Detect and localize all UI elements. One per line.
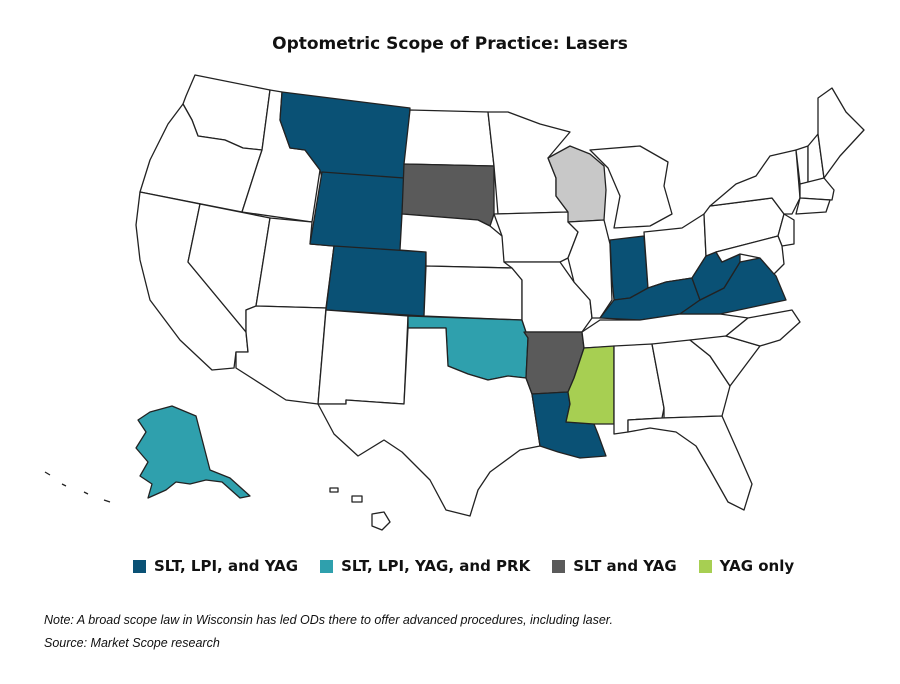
legend-item-slt-lpi-yag: SLT, LPI, and YAG	[133, 557, 298, 575]
legend-item-slt-lpi-yag-prk: SLT, LPI, YAG, and PRK	[320, 557, 530, 575]
legend-swatch	[698, 559, 712, 573]
state-maryland	[715, 235, 785, 275]
state-north-carolina	[725, 309, 801, 347]
state-michigan	[589, 145, 673, 229]
state-new-jersey	[777, 213, 795, 247]
legend-label: YAG only	[719, 557, 795, 575]
state-illinois	[567, 219, 613, 319]
legend-label: SLT, LPI, and YAG	[154, 557, 299, 575]
legend: SLT, LPI, and YAG SLT, LPI, YAG, and PRK…	[133, 557, 794, 575]
state-maine	[817, 87, 865, 179]
aleutian-islands	[44, 471, 111, 503]
legend-item-slt-yag: SLT and YAG	[552, 557, 677, 575]
legend-swatch	[320, 559, 334, 573]
us-map	[44, 74, 865, 531]
state-iowa	[493, 211, 579, 263]
state-indiana	[609, 235, 649, 301]
state-florida	[627, 415, 753, 511]
source-note: Source: Market Scope research	[44, 636, 220, 650]
state-massachusetts	[799, 177, 835, 201]
state-new-york	[709, 149, 801, 215]
state-wyoming	[309, 171, 405, 253]
state-north-dakota	[403, 109, 495, 167]
state-alaska	[135, 405, 251, 499]
legend-swatch	[133, 559, 146, 573]
hawaii-island-2	[351, 495, 363, 503]
legend-label: SLT, LPI, YAG, and PRK	[341, 557, 531, 575]
state-arizona	[235, 305, 327, 405]
state-colorado	[325, 245, 427, 317]
footnote: Note: A broad scope law in Wisconsin has…	[44, 613, 613, 627]
state-kansas	[423, 265, 523, 321]
state-new-mexico	[317, 309, 409, 405]
hawaii-island-3	[329, 487, 339, 493]
legend-item-yag-only: YAG only	[698, 557, 795, 575]
state-hawaii	[371, 511, 391, 531]
state-connecticut	[795, 197, 831, 215]
map-title: Optometric Scope of Practice: Lasers	[272, 34, 628, 54]
legend-label: SLT and YAG	[573, 557, 677, 575]
state-texas	[317, 327, 541, 517]
legend-swatch	[552, 559, 566, 573]
